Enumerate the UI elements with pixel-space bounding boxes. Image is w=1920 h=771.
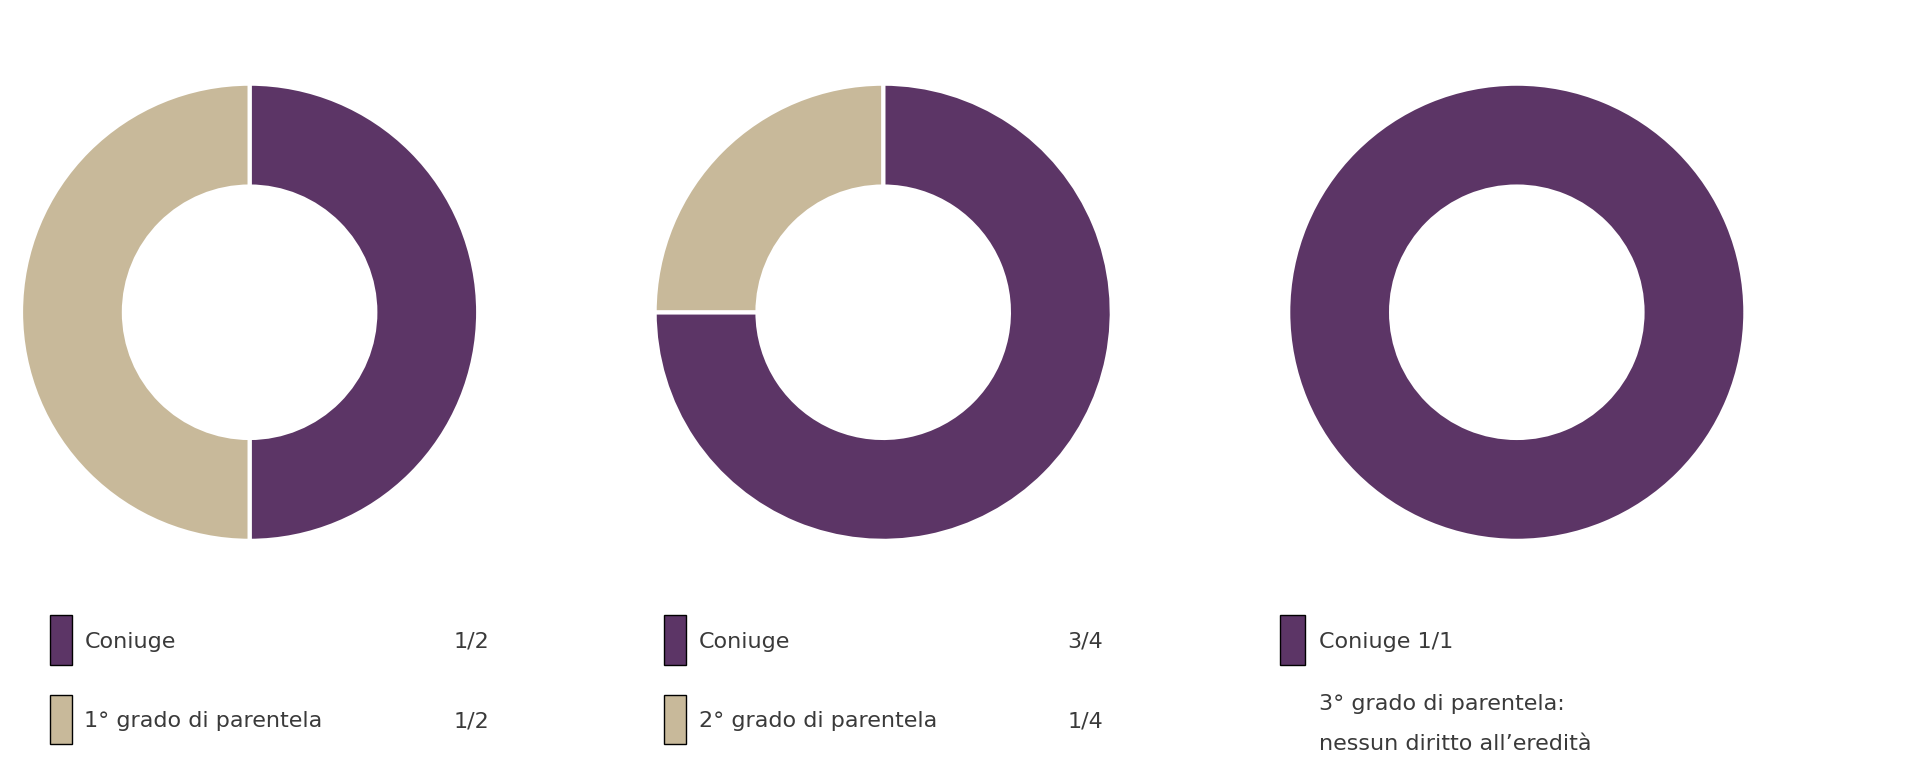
Text: Coniuge 1/1: Coniuge 1/1 bbox=[1319, 631, 1453, 651]
Text: 1° grado di parentela: 1° grado di parentela bbox=[84, 712, 323, 732]
Text: 3° grado di parentela:: 3° grado di parentela: bbox=[1319, 694, 1565, 714]
Text: Coniuge: Coniuge bbox=[699, 631, 791, 651]
Text: 3/4: 3/4 bbox=[1068, 631, 1104, 651]
Wedge shape bbox=[21, 84, 250, 540]
Wedge shape bbox=[655, 84, 883, 312]
Text: 2° grado di parentela: 2° grado di parentela bbox=[699, 712, 937, 732]
FancyBboxPatch shape bbox=[664, 615, 685, 665]
Text: Coniuge: Coniuge bbox=[84, 631, 177, 651]
Text: 1/2: 1/2 bbox=[453, 631, 490, 651]
Text: 1/2: 1/2 bbox=[453, 712, 490, 732]
FancyBboxPatch shape bbox=[1281, 615, 1306, 665]
Text: nessun diritto all’eredità: nessun diritto all’eredità bbox=[1319, 735, 1592, 754]
FancyBboxPatch shape bbox=[664, 695, 685, 745]
FancyBboxPatch shape bbox=[50, 695, 71, 745]
Text: 1/4: 1/4 bbox=[1068, 712, 1104, 732]
Wedge shape bbox=[250, 84, 478, 540]
Wedge shape bbox=[1288, 84, 1745, 540]
Wedge shape bbox=[655, 84, 1112, 540]
FancyBboxPatch shape bbox=[50, 615, 71, 665]
